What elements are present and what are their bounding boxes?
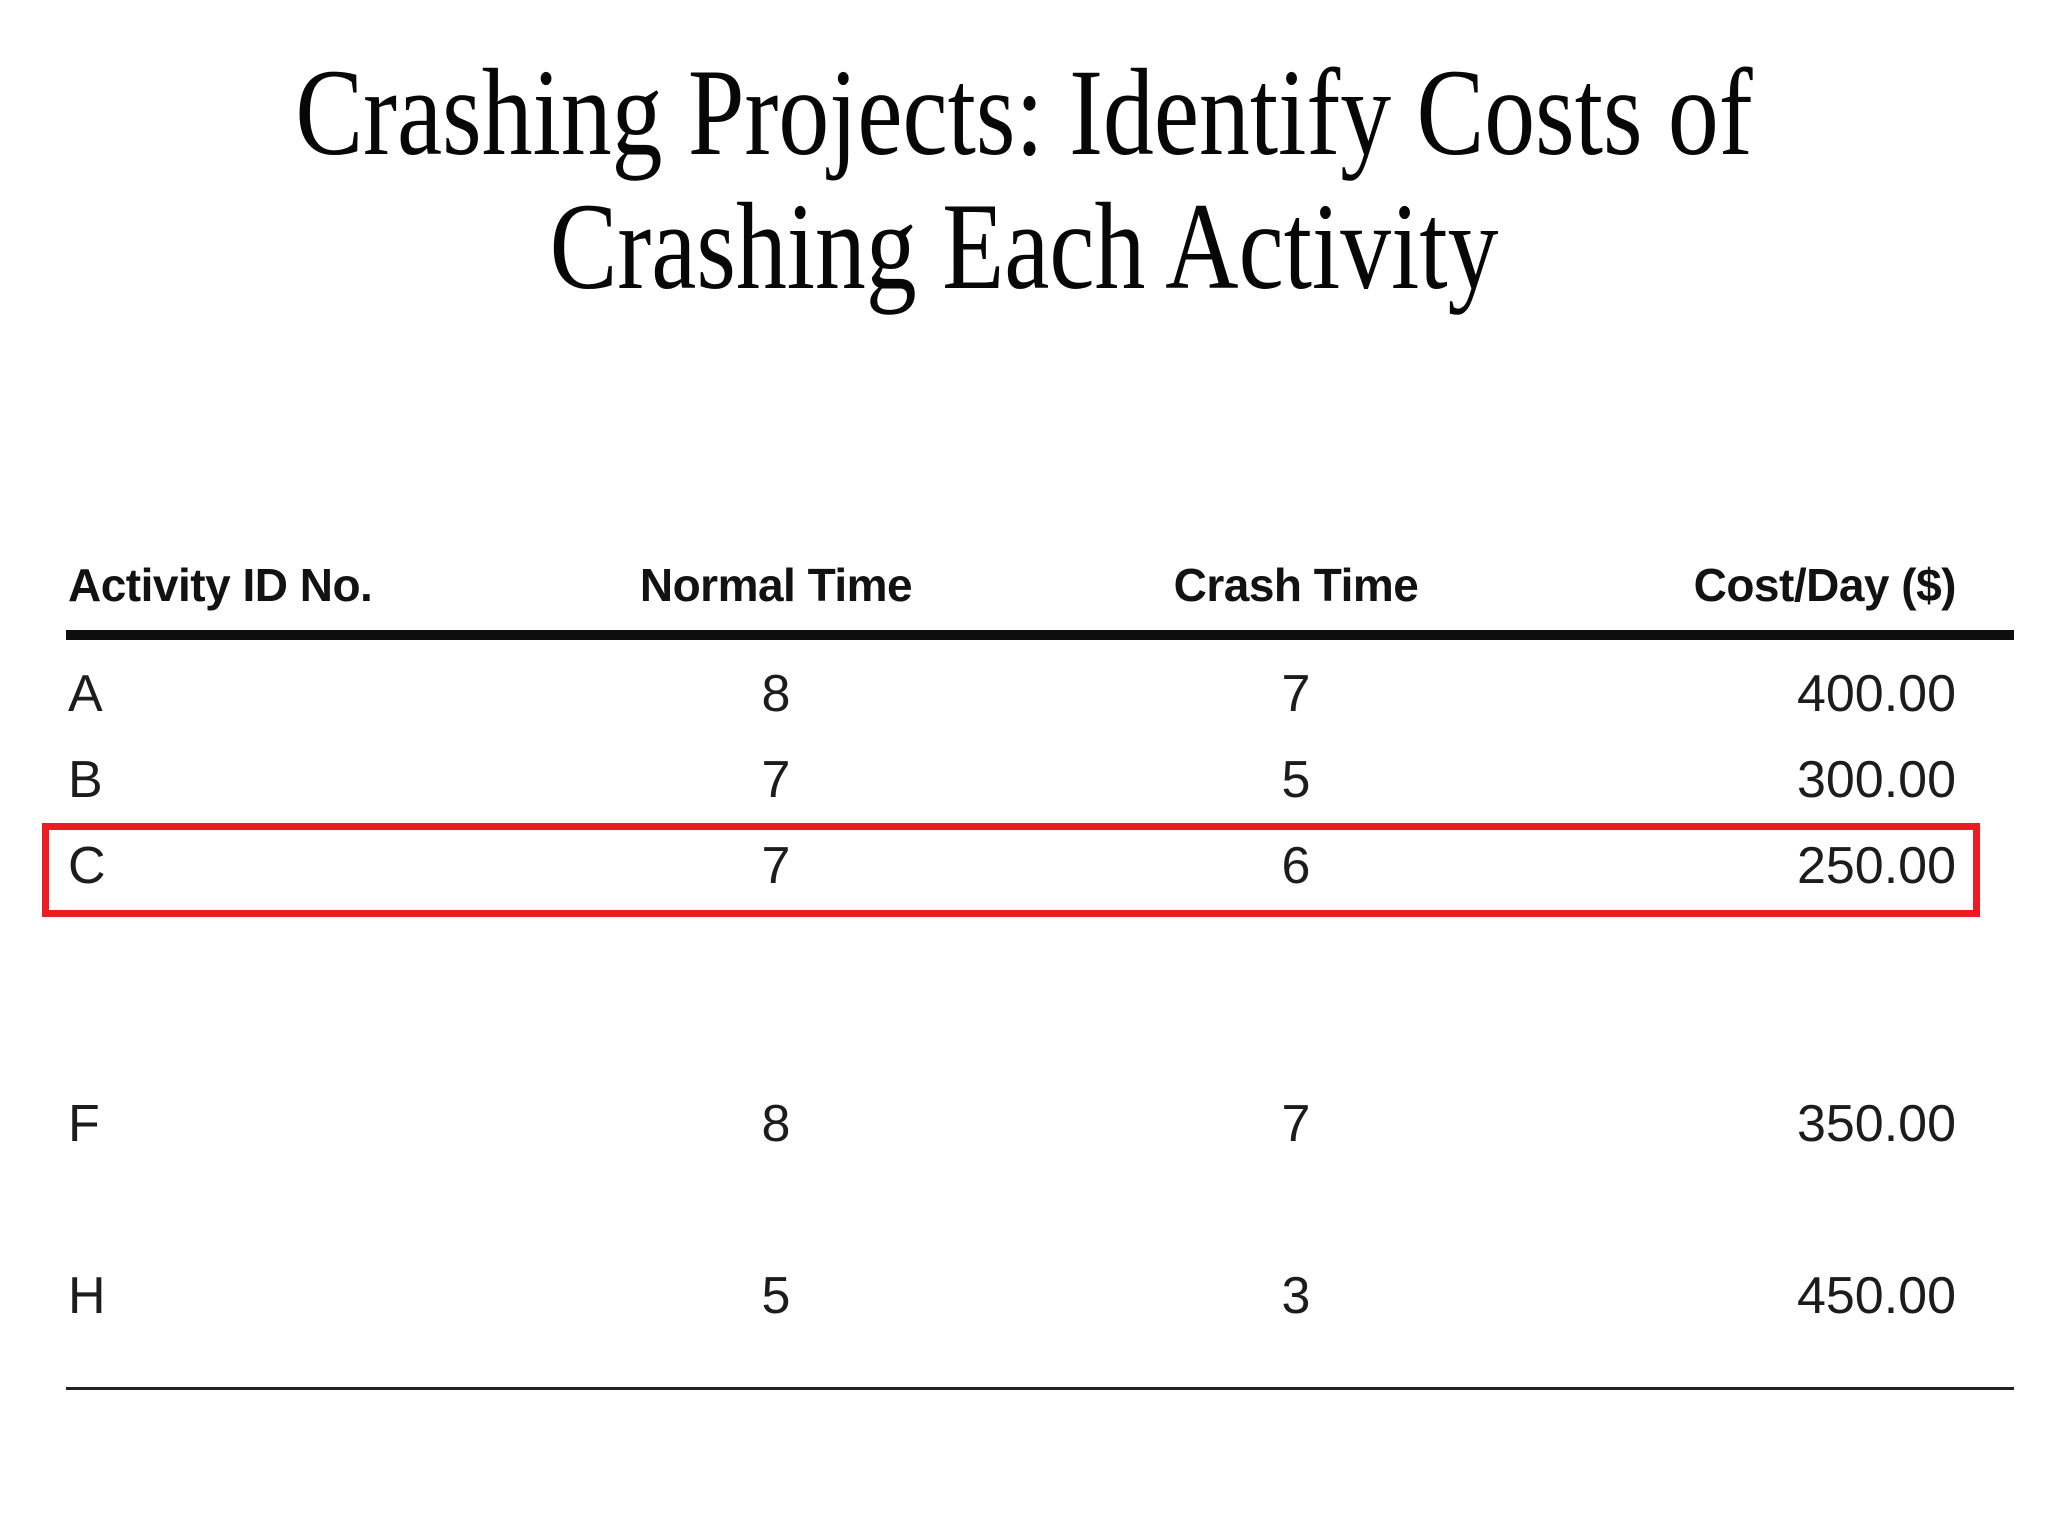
table-row-a: A 8 7 400.00 [66, 662, 2014, 726]
cell-cost-per-day: 300.00 [1796, 751, 1956, 809]
column-header-activity-id: Activity ID No. [68, 559, 373, 611]
footer-rule [66, 1387, 2014, 1390]
cell-normal-time: 5 [761, 1267, 791, 1325]
table-row-h: H 5 3 450.00 [66, 1264, 2014, 1328]
cell-crash-time: 5 [1281, 751, 1311, 809]
cell-activity-id: F [68, 1095, 100, 1153]
cell-activity-id: H [68, 1267, 106, 1325]
table-row-c-highlighted: C 7 6 250.00 [66, 834, 2014, 898]
column-header-crash-time: Crash Time [1173, 559, 1419, 611]
cell-crash-time: 7 [1281, 1095, 1311, 1153]
cell-activity-id: A [68, 665, 103, 723]
cell-cost-per-day: 250.00 [1796, 837, 1956, 895]
cell-cost-per-day: 350.00 [1796, 1095, 1956, 1153]
cell-cost-per-day: 450.00 [1796, 1267, 1956, 1325]
table-row-f: F 8 7 350.00 [66, 1092, 2014, 1156]
cell-activity-id: B [68, 751, 103, 809]
cell-normal-time: 7 [761, 837, 791, 895]
cell-cost-per-day: 400.00 [1796, 665, 1956, 723]
slide-title-line-2: Crashing Each Activity [549, 178, 1499, 315]
cell-normal-time: 8 [761, 665, 791, 723]
crash-cost-table: Activity ID No. Normal Time Crash Time C… [42, 556, 2014, 1400]
cell-crash-time: 6 [1281, 837, 1311, 895]
cell-activity-id: C [68, 837, 106, 895]
slide-title: Crashing Projects: Identify Costs of Cra… [184, 46, 1863, 314]
cell-normal-time: 7 [761, 751, 791, 809]
table-header-row: Activity ID No. Normal Time Crash Time C… [66, 556, 2014, 614]
slide-title-line-1: Crashing Projects: Identify Costs of [295, 44, 1753, 181]
column-header-normal-time: Normal Time [639, 559, 913, 611]
header-rule [66, 630, 2014, 640]
column-header-cost-per-day: Cost/Day ($) [1693, 559, 1957, 611]
cell-crash-time: 3 [1281, 1267, 1311, 1325]
table-row-b: B 7 5 300.00 [66, 748, 2014, 812]
highlight-box [42, 823, 1980, 917]
cell-normal-time: 8 [761, 1095, 791, 1153]
cell-crash-time: 7 [1281, 665, 1311, 723]
